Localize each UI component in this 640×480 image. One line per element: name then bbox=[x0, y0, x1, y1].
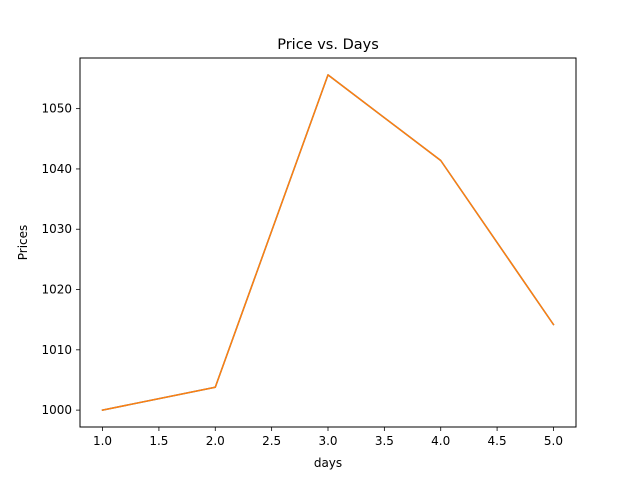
series-layer bbox=[101, 74, 555, 412]
x-tick-label: 2.5 bbox=[262, 434, 281, 448]
y-axis-ticks: 1000 1010 1020 1030 1040 1050 bbox=[41, 102, 80, 417]
chart-title: Price vs. Days bbox=[277, 37, 379, 53]
x-axis-label: days bbox=[314, 456, 342, 470]
x-tick-label: 4.0 bbox=[431, 434, 450, 448]
series-line-2 bbox=[101, 74, 555, 412]
y-tick-label: 1030 bbox=[41, 222, 72, 236]
x-tick-label: 3.5 bbox=[375, 434, 394, 448]
y-tick-label: 1000 bbox=[41, 403, 72, 417]
x-tick-label: 3.0 bbox=[318, 434, 337, 448]
y-axis-label: Prices bbox=[16, 225, 30, 261]
y-tick-label: 1040 bbox=[41, 162, 72, 176]
x-tick-label: 5.0 bbox=[544, 434, 563, 448]
x-tick-label: 1.5 bbox=[149, 434, 168, 448]
y-tick-label: 1020 bbox=[41, 283, 72, 297]
x-tick-label: 1.0 bbox=[93, 434, 112, 448]
y-tick-label: 1050 bbox=[41, 102, 72, 116]
x-tick-label: 4.5 bbox=[488, 434, 507, 448]
y-tick-label: 1010 bbox=[41, 343, 72, 357]
x-tick-label: 2.0 bbox=[206, 434, 225, 448]
x-axis-ticks: 1.0 1.5 2.0 2.5 3.0 3.5 4.0 4.5 5.0 bbox=[93, 427, 563, 448]
